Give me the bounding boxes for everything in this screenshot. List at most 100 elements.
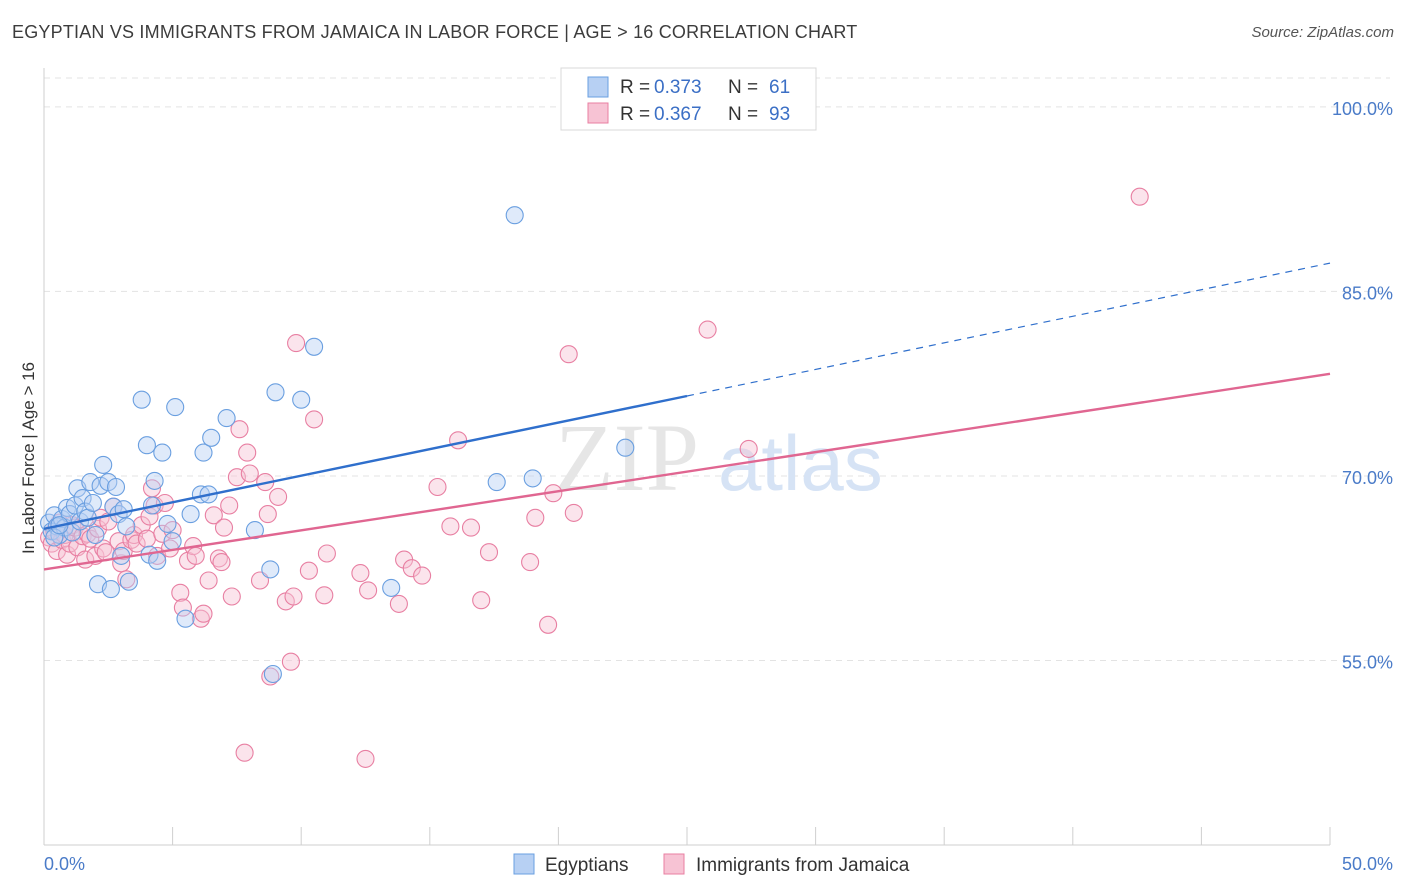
trend-lines: [43, 262, 1331, 571]
jamaica-point-31: [137, 529, 156, 548]
jamaica-point-69: [305, 410, 324, 429]
jamaica-point-67: [287, 334, 306, 353]
jamaica-point-66: [284, 587, 303, 606]
egyptians-point-41: [176, 609, 195, 628]
y-tick-labels: 55.0% 70.0% 85.0% 100.0%: [1332, 99, 1393, 673]
jamaica-point-59: [250, 571, 270, 590]
egyptians-point-56: [505, 206, 524, 225]
chart-title: EGYPTIAN VS IMMIGRANTS FROM JAMAICA IN L…: [12, 22, 858, 42]
egyptians-point-37: [153, 443, 172, 462]
y-tick-label-1: 70.0%: [1342, 468, 1393, 488]
egyptians-point-30: [119, 572, 138, 591]
egyptians-point-57: [523, 469, 542, 488]
jamaica-point-74: [359, 581, 378, 600]
jamaica-point-45: [191, 609, 210, 628]
egyptians-point-42: [181, 505, 200, 524]
jamaica-point-51: [214, 518, 234, 537]
egyptians-point-18: [86, 525, 105, 545]
legend-r-value-2: 0.367: [654, 104, 702, 125]
egyptians-point-36: [148, 551, 167, 570]
gridlines: [44, 77, 1390, 661]
bottom-legend-swatch-egyptians: [513, 853, 535, 875]
legend-n-label-2: N =: [728, 104, 758, 125]
y-tick-label-2: 85.0%: [1342, 283, 1393, 303]
jamaica-point-75: [389, 594, 408, 613]
jamaica-point-65: [281, 652, 300, 671]
egyptians-point-25: [106, 477, 126, 497]
jamaica-point-46: [194, 604, 213, 623]
jamaica-point-83: [472, 591, 491, 610]
bottom-legend-label-egyptians: Egyptians: [545, 855, 628, 876]
jamaica-point-57: [238, 443, 257, 462]
egyptians-point-53: [305, 337, 324, 356]
egyptians-point-16: [81, 473, 100, 492]
jamaica-point-41: [173, 598, 192, 617]
jamaica-point-93: [1130, 187, 1149, 206]
jamaica-trend-line: [43, 372, 1331, 571]
jamaica-point-84: [479, 543, 499, 562]
jamaica-point-36: [153, 524, 172, 543]
jamaica-point-50: [212, 553, 231, 572]
jamaica-point-82: [461, 518, 481, 537]
y-tick-label-0: 55.0%: [1342, 652, 1393, 672]
egyptians-point-44: [194, 443, 213, 462]
jamaica-point-61: [258, 505, 277, 524]
legend-swatch-jamaica: [587, 102, 609, 124]
jamaica-point-71: [317, 544, 336, 563]
egyptians-point-21: [94, 455, 113, 474]
bottom-legend-swatch-jamaica: [663, 853, 685, 875]
jamaica-point-47: [199, 571, 218, 590]
data-points: [40, 187, 1149, 768]
jamaica-point-53: [222, 587, 241, 606]
jamaica-point-70: [315, 586, 334, 605]
legend-swatch-egyptians: [587, 76, 609, 98]
jamaica-point-52: [220, 496, 239, 515]
y-tick-label-3: 100.0%: [1332, 99, 1393, 119]
jamaica-point-44: [186, 546, 205, 565]
egyptians-point-52: [292, 390, 311, 409]
watermark-zip: ZIP: [555, 404, 699, 511]
jamaica-point-80: [441, 517, 460, 536]
watermark: ZIP atlas: [555, 404, 883, 511]
jamaica-point-78: [413, 566, 432, 585]
legend-n-value-2: 93: [769, 104, 790, 125]
legend-box: R = 0.373 N = 61 R = 0.367 N = 93: [560, 67, 817, 131]
jamaica-point-68: [299, 561, 318, 580]
egyptians-point-48: [245, 521, 264, 540]
jamaica-point-62: [261, 667, 280, 686]
egyptians-point-13: [73, 489, 92, 508]
jamaica-point-73: [356, 749, 375, 768]
egyptians-point-31: [132, 390, 151, 409]
egyptians-point-58: [616, 438, 635, 457]
egyptians-point-51: [266, 383, 285, 402]
egyptians-trend-extension: [686, 262, 1331, 397]
jamaica-point-89: [564, 503, 583, 522]
egyptians-point-23: [101, 580, 120, 599]
egyptians-point-32: [137, 436, 156, 455]
jamaica-point-77: [402, 559, 421, 578]
jamaica-point-72: [351, 564, 370, 583]
x-tick-label-1: 50.0%: [1342, 854, 1393, 874]
jamaica-point-91: [698, 320, 717, 339]
jamaica-point-79: [428, 477, 447, 497]
legend-n-value-1: 61: [769, 77, 790, 98]
egyptians-point-50: [263, 664, 282, 684]
egyptians-point-39: [163, 532, 182, 551]
bottom-legend-label-jamaica: Immigrants from Jamaica: [696, 855, 910, 876]
jamaica-point-29: [127, 534, 146, 553]
jamaica-point-7: [58, 545, 77, 564]
egyptians-point-38: [158, 514, 177, 533]
egyptians-point-28: [114, 500, 133, 519]
chart-source: Source: ZipAtlas.com: [1251, 24, 1394, 41]
egyptians-point-29: [117, 517, 136, 536]
bottom-legend: Egyptians Immigrants from Jamaica: [513, 853, 910, 876]
jamaica-point-56: [235, 743, 254, 762]
egyptians-point-17: [83, 493, 102, 513]
x-tick-label-0: 0.0%: [44, 854, 85, 874]
jamaica-point-90: [559, 345, 578, 364]
jamaica-point-26: [117, 570, 136, 589]
jamaica-point-55: [230, 420, 249, 439]
egyptians-point-10: [65, 496, 84, 515]
jamaica-point-48: [204, 506, 223, 525]
